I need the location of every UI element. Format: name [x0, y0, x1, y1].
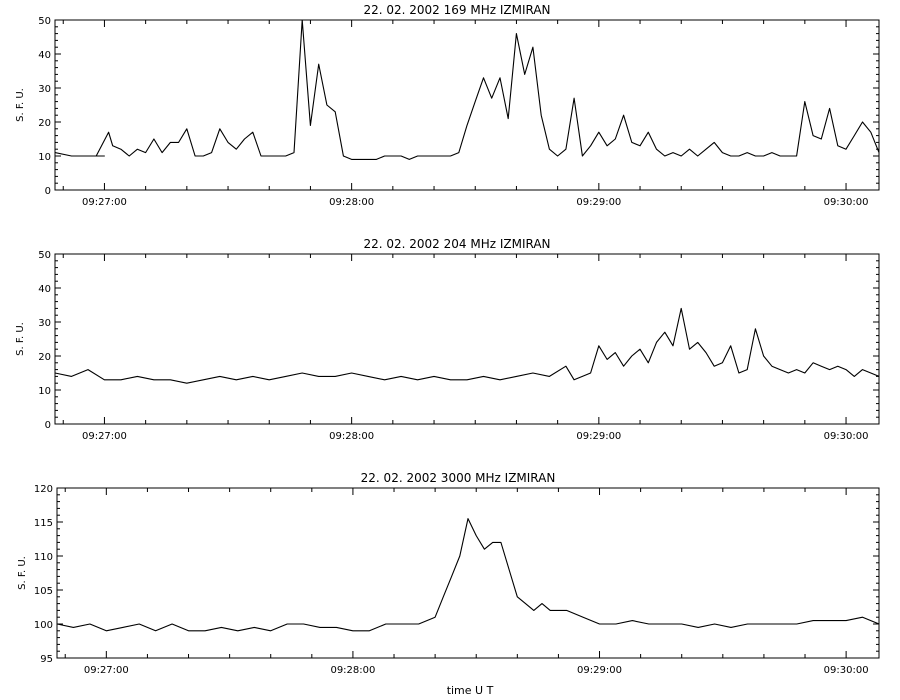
chart-panel-2: 22. 02. 2002 204 MHz IZMIRAN 0 10 20 30 40 50 0… — [15, 237, 880, 442]
x-tick-label: 09:27:00 — [84, 665, 129, 676]
y-axis-label: S. F. U. — [15, 322, 26, 356]
y-tick-label: 100 — [34, 620, 53, 631]
chart-title: 22. 02. 2002 3000 MHz IZMIRAN — [361, 471, 556, 485]
x-axis-label: time U T — [447, 684, 494, 697]
chart-title: 22. 02. 2002 204 MHz IZMIRAN — [363, 237, 550, 251]
y-tick-label: 20 — [38, 118, 51, 129]
x-tick-label: 09:28:00 — [329, 197, 374, 208]
y-tick-label: 105 — [34, 586, 53, 597]
chart-panel-3: 22. 02. 2002 3000 MHz IZMIRAN 95 100 105 110… — [17, 471, 880, 697]
y-tick-label: 95 — [40, 654, 53, 665]
x-tick-label: 09:28:00 — [330, 665, 375, 676]
x-tick-label: 09:29:00 — [576, 197, 621, 208]
series-line-1 — [55, 19, 879, 160]
chart-title: 22. 02. 2002 169 MHz IZMIRAN — [363, 3, 550, 17]
x-tick-label: 09:27:00 — [82, 197, 127, 208]
x-tick-label: 09:29:00 — [576, 431, 621, 442]
y-axis-label: S. F. U. — [17, 556, 28, 590]
x-tick-label: 09:28:00 — [329, 431, 374, 442]
y-axis-label: S. F. U. — [15, 88, 26, 122]
x-tick-label: 09:27:00 — [82, 431, 127, 442]
y-tick-label: 30 — [38, 318, 51, 329]
x-tick-label: 09:30:00 — [824, 197, 869, 208]
y-tick-label: 40 — [38, 50, 51, 61]
plot-frame — [54, 19, 880, 191]
y-tick-label: 10 — [38, 152, 51, 163]
y-tick-label: 40 — [38, 284, 51, 295]
x-tick-label: 09:29:00 — [577, 665, 622, 676]
chart-panel-1: 22. 02. 2002 169 MHz IZMIRAN 0 10 20 30 40 50 0… — [15, 3, 880, 208]
y-tick-label: 0 — [45, 186, 51, 197]
x-tick-label: 09:30:00 — [824, 431, 869, 442]
series-line-1 — [57, 518, 879, 632]
y-tick-label: 30 — [38, 84, 51, 95]
series-line-1 — [55, 307, 879, 384]
y-tick-label: 50 — [38, 250, 51, 261]
y-tick-label: 20 — [38, 352, 51, 363]
plot-frame — [56, 487, 880, 659]
x-tick-label: 09:30:00 — [824, 665, 869, 676]
y-tick-label: 115 — [34, 518, 53, 529]
y-tick-label: 110 — [34, 552, 53, 563]
y-tick-label: 50 — [38, 16, 51, 27]
y-tick-label: 10 — [38, 386, 51, 397]
y-tick-label: 0 — [45, 420, 51, 431]
plot-frame — [54, 253, 880, 425]
y-tick-label: 120 — [34, 484, 53, 495]
